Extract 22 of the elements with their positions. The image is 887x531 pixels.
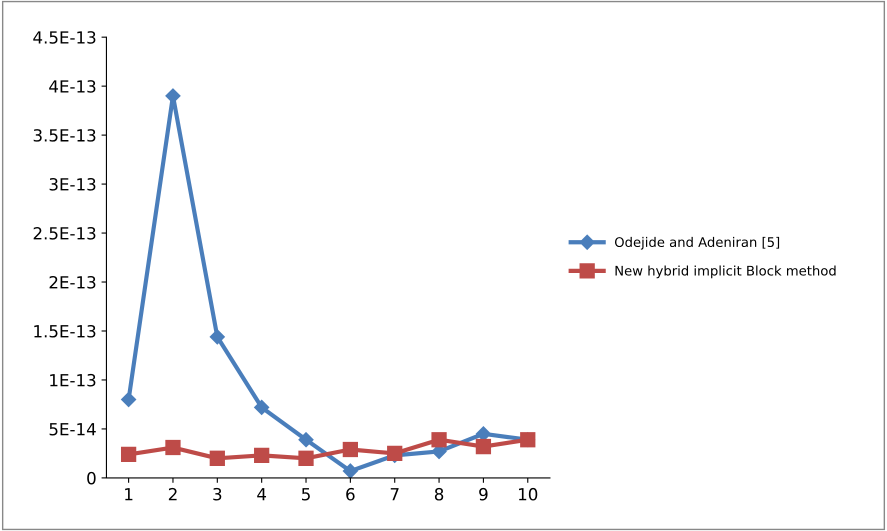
x-tick-label: 10 — [518, 488, 538, 501]
x-tick-label: 1 — [125, 488, 132, 500]
y-tick-label: 4.5E-13 — [33, 31, 96, 44]
legend-label: Odejide and Adeniran [5] — [614, 236, 780, 250]
y-tick-label: 2.5E-13 — [34, 227, 96, 240]
y-tick-label: 1.5E-13 — [34, 324, 96, 338]
x-tick-label: 2 — [168, 488, 177, 500]
y-tick-label: 0 — [87, 472, 96, 484]
y-tick-label: 3.5E-13 — [34, 129, 96, 142]
y-tick-label: 4E-13 — [49, 80, 96, 93]
x-tick-label: 8 — [434, 488, 444, 501]
y-tick-label: 1E-13 — [50, 374, 96, 387]
x-tick-label: 3 — [213, 488, 222, 501]
y-tick-label: 5E-14 — [50, 423, 96, 436]
x-tick-label: 9 — [479, 488, 488, 501]
y-tick-label: 3E-13 — [50, 178, 96, 191]
legend-label: New hybrid implicit Block method — [616, 265, 836, 278]
x-tick-label: 4 — [257, 488, 266, 500]
x-tick-label: 6 — [346, 488, 355, 501]
x-tick-label: 7 — [390, 488, 399, 500]
y-tick-label: 2E-13 — [50, 276, 96, 289]
x-tick-label: 5 — [302, 488, 310, 501]
